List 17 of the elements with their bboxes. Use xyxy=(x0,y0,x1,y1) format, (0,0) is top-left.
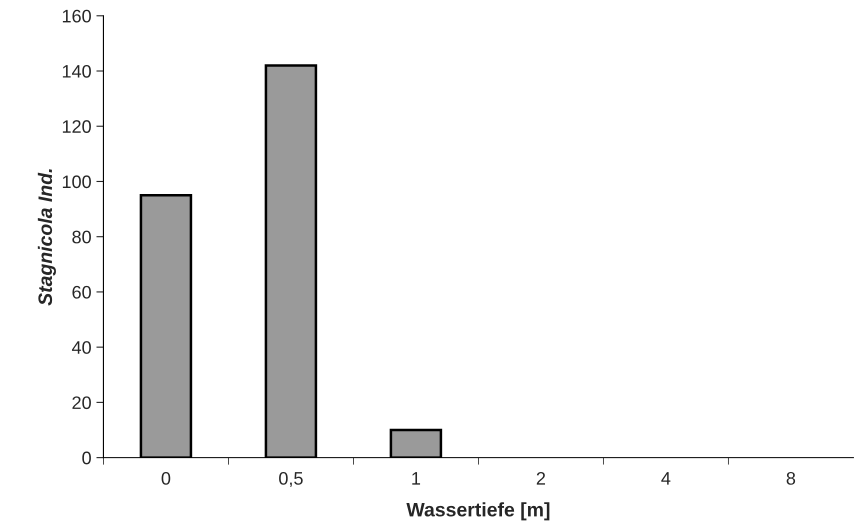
x-tick-label: 2 xyxy=(536,472,546,485)
x-tick-label: 4 xyxy=(661,472,670,485)
y-tick-label: 0 xyxy=(82,452,91,464)
y-tick-label: 100 xyxy=(62,175,91,188)
y-tick-label: 80 xyxy=(72,230,91,244)
x-axis-title: Wassertiefe [m] xyxy=(406,502,550,520)
x-tick-label: 0,5 xyxy=(279,472,303,487)
y-axis-title: Stagnicola Ind. xyxy=(38,169,56,306)
y-tick-label: 160 xyxy=(62,10,91,22)
y-tick-label: 20 xyxy=(72,396,91,410)
y-tick-label: 120 xyxy=(62,120,91,133)
y-tick-label: 140 xyxy=(62,64,91,78)
y-tick-label: 60 xyxy=(72,286,91,299)
x-tick-label: 1 xyxy=(412,472,420,485)
x-tick-label: 0 xyxy=(162,472,170,485)
y-tick-label: 40 xyxy=(72,341,91,354)
x-tick-label: 8 xyxy=(786,472,796,485)
